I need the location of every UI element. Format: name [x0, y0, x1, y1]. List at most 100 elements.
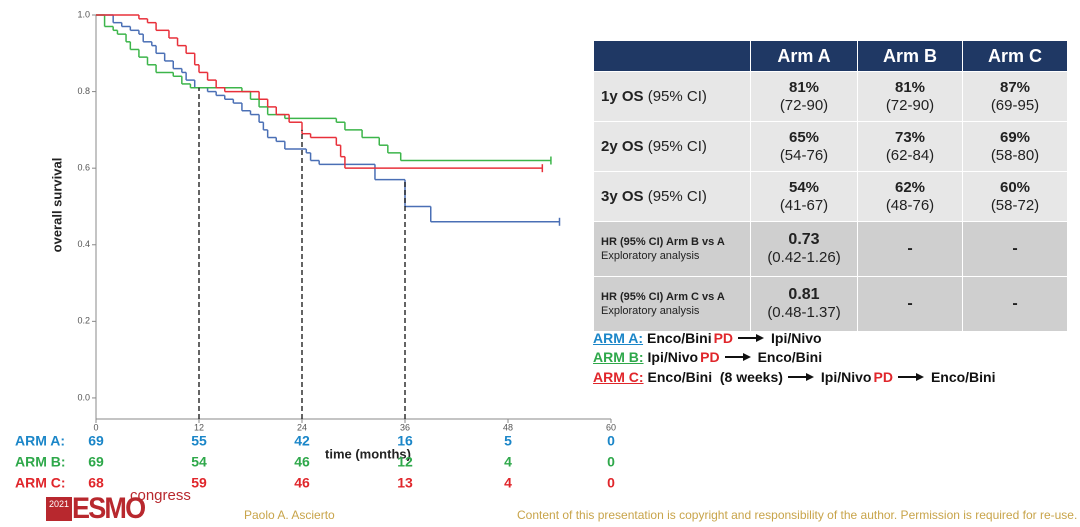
- legend-step: Enco/Bini: [647, 329, 712, 346]
- arrow-head: [805, 372, 814, 381]
- arrow: [738, 333, 765, 342]
- y-tick-label: 0.0: [77, 392, 90, 402]
- cell-ci: (41-67): [779, 196, 829, 214]
- legend-step: Ipi/Nivo: [647, 349, 699, 366]
- table-row: 2y OS (95% CI) 65% (54-76) 73% (62-84) 69% (58…: [593, 121, 1068, 172]
- logo-year: 2021: [46, 497, 72, 521]
- x-tick-label: 48: [503, 422, 513, 432]
- cell-value: 65%: [788, 128, 820, 146]
- row-label: HR (95% CI) Arm B vs A Exploratory analy…: [593, 221, 751, 277]
- os-table: Arm A Arm B Arm C 1y OS (95% CI) 81% (72-90) 8…: [593, 40, 1068, 332]
- y-axis-label: overall survival: [49, 158, 64, 253]
- cell-ci: (72-90): [779, 96, 829, 114]
- table-cell: -: [857, 221, 963, 277]
- cell-value: 60%: [999, 178, 1031, 196]
- row-label: HR (95% CI) Arm C vs A Exploratory analy…: [593, 276, 751, 332]
- x-tick-label: 12: [194, 422, 204, 432]
- row-label-note: (95% CI): [647, 87, 707, 105]
- cell-value: 87%: [999, 78, 1031, 96]
- row-label: 1y OS (95% CI): [593, 71, 751, 122]
- table-row: 3y OS (95% CI) 54% (41-67) 62% (48-76) 60% (58…: [593, 171, 1068, 222]
- cell-value: 0.73: [788, 231, 820, 248]
- legend-step: Enco/Bini: [757, 349, 823, 366]
- row-label-main: HR (95% CI) Arm C vs A: [601, 291, 725, 303]
- cell-value: 54%: [788, 178, 820, 196]
- risk-count: 12: [397, 454, 413, 470]
- table-cell: -: [962, 276, 1068, 332]
- cell-value: 62%: [894, 178, 926, 196]
- legend-step: Enco/Bini: [930, 368, 996, 385]
- cell-value: -: [907, 295, 913, 312]
- risk-count: 54: [191, 454, 207, 470]
- logo-sub: congress: [130, 487, 191, 504]
- row-label-note: Exploratory analysis: [601, 305, 700, 317]
- risk-count: 42: [294, 433, 310, 449]
- table-row: 1y OS (95% CI) 81% (72-90) 81% (72-90) 87% (69…: [593, 71, 1068, 122]
- table-cell: 69% (58-80): [962, 121, 1068, 172]
- cell-value: -: [907, 240, 913, 257]
- cell-value: -: [1012, 295, 1018, 312]
- risk-count: 68: [88, 475, 104, 491]
- cell-ci: (69-95): [990, 96, 1040, 114]
- risk-count: 59: [191, 475, 207, 491]
- risk-count: 13: [397, 475, 413, 491]
- row-label-main: HR (95% CI) Arm B vs A: [601, 236, 725, 248]
- x-tick-label: 36: [400, 422, 410, 432]
- logo-name: ESMO: [72, 492, 146, 525]
- legend-line: ARM B: Ipi/Nivo PD Enco/Bini: [593, 348, 996, 368]
- legend-step: Enco/Bini (8 weeks): [647, 368, 783, 385]
- legend-step: Ipi/Nivo: [771, 329, 822, 346]
- cell-ci: (0.48-1.37): [767, 304, 841, 321]
- table-cell: 81% (72-90): [857, 71, 963, 122]
- risk-row-label: ARM A:: [15, 433, 65, 449]
- table-cell: 0.73 (0.42-1.26): [750, 221, 858, 277]
- risk-count: 69: [88, 433, 104, 449]
- x-tick-label: 0: [93, 422, 98, 432]
- cell-value: 69%: [999, 128, 1031, 146]
- risk-count: 0: [607, 433, 615, 449]
- cell-ci: (54-76): [779, 146, 829, 164]
- header-cell: Arm C: [962, 40, 1068, 72]
- row-label-note: Exploratory analysis: [601, 250, 700, 262]
- cell-ci: (0.42-1.26): [767, 249, 841, 266]
- legend-arm: ARM B:: [593, 349, 644, 366]
- table-row: HR (95% CI) Arm C vs A Exploratory analy…: [593, 276, 1068, 332]
- cell-value: 73%: [894, 128, 926, 146]
- cell-value: -: [1012, 240, 1018, 257]
- arm-legend: ARM A: Enco/Bini PD Ipi/Nivo ARM B: Ipi/Nivo P…: [593, 328, 996, 387]
- author: Paolo A. Ascierto: [244, 508, 335, 522]
- risk-count: 4: [504, 475, 512, 491]
- table-cell: -: [962, 221, 1068, 277]
- table-cell: 65% (54-76): [750, 121, 858, 172]
- risk-count: 0: [607, 475, 615, 491]
- y-tick-label: 0.4: [77, 239, 90, 249]
- risk-count: 4: [504, 454, 512, 470]
- arrow: [787, 372, 814, 381]
- legend-arm: ARM A:: [593, 329, 644, 346]
- arrow-head: [915, 372, 924, 381]
- row-label-main: 1y OS: [601, 87, 644, 105]
- table-cell: 62% (48-76): [857, 171, 963, 222]
- legend-line: ARM A: Enco/Bini PD Ipi/Nivo: [593, 328, 996, 348]
- risk-count: 5: [504, 433, 512, 449]
- legend-step: Ipi/Nivo: [820, 368, 872, 385]
- legend-step: PD: [713, 329, 734, 346]
- table-cell: 73% (62-84): [857, 121, 963, 172]
- row-label-note: (95% CI): [647, 137, 707, 155]
- y-tick-label: 0.8: [77, 86, 90, 96]
- table-cell: -: [857, 276, 963, 332]
- header-row: Arm A Arm B Arm C: [593, 40, 1068, 72]
- arrow-head: [756, 333, 765, 342]
- risk-count: 69: [88, 454, 104, 470]
- table-cell: 0.81 (0.48-1.37): [750, 276, 858, 332]
- row-label-note: (95% CI): [647, 187, 707, 205]
- table-cell: 60% (58-72): [962, 171, 1068, 222]
- arrow: [897, 372, 924, 381]
- risk-count: 16: [397, 433, 413, 449]
- legend-step: PD: [873, 368, 893, 385]
- cell-ci: (58-80): [990, 146, 1040, 164]
- arrow: [724, 353, 751, 362]
- risk-row-label: ARM C:: [15, 475, 66, 491]
